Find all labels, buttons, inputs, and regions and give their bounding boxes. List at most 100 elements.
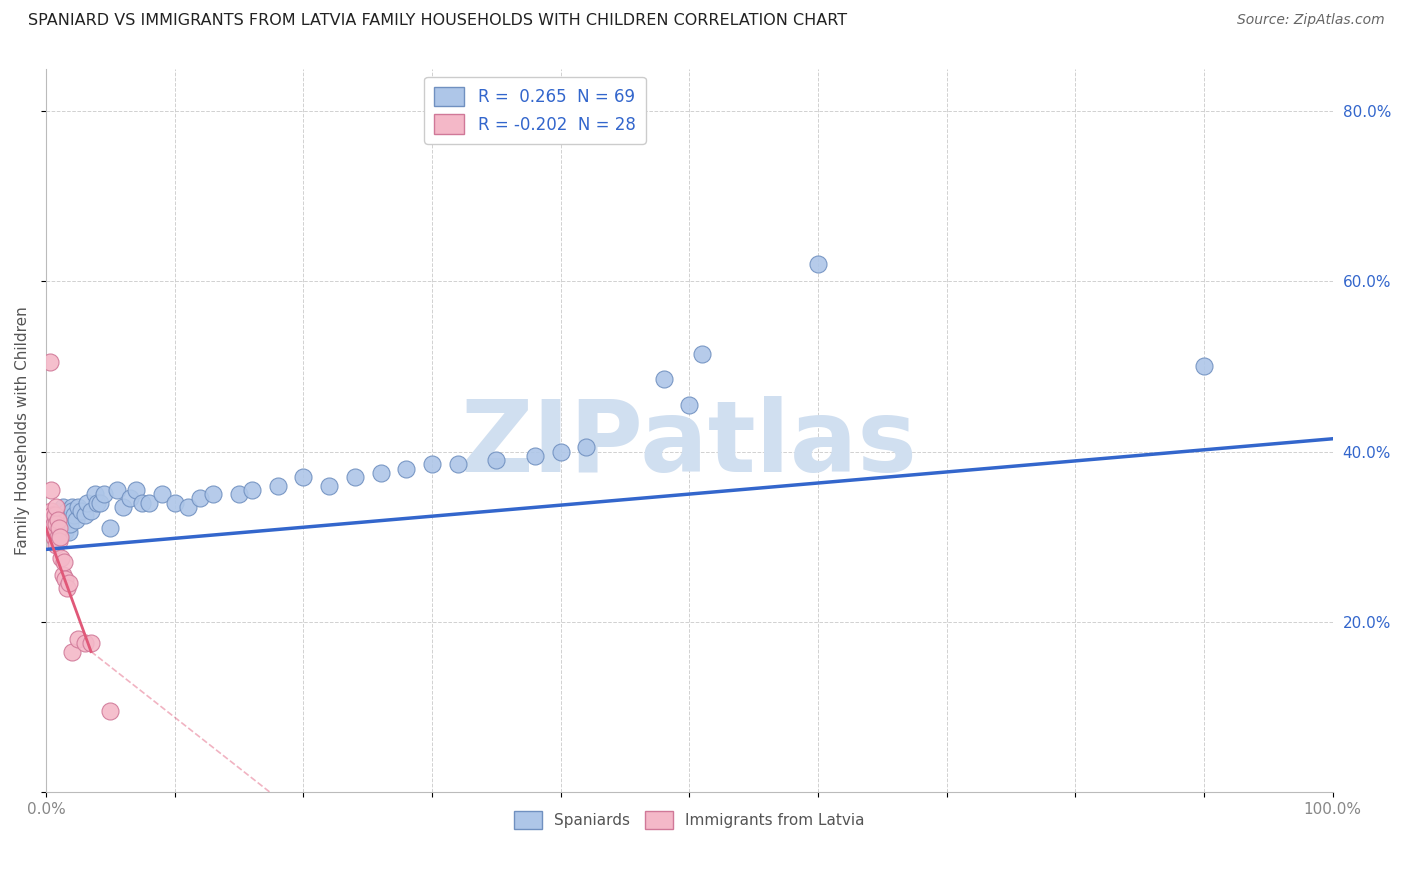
Point <box>86 495 108 509</box>
Point <box>52 508 75 523</box>
Point <box>42 516 65 531</box>
Point <box>39 483 62 497</box>
Point <box>69 504 91 518</box>
Point <box>83 487 105 501</box>
Point <box>58 525 80 540</box>
Point <box>98 521 121 535</box>
Point <box>53 516 76 531</box>
Point <box>44 508 66 523</box>
Point <box>60 644 83 658</box>
Point <box>240 483 263 497</box>
Point <box>41 508 63 523</box>
Point <box>42 530 65 544</box>
Point <box>65 513 87 527</box>
Point <box>395 461 418 475</box>
Text: ZIPatlas: ZIPatlas <box>461 396 918 493</box>
Point <box>48 521 70 535</box>
Point <box>45 521 67 535</box>
Point <box>55 504 77 518</box>
Point <box>46 525 69 540</box>
Point <box>51 550 73 565</box>
Point <box>118 491 141 506</box>
Point <box>38 355 60 369</box>
Point <box>138 495 160 509</box>
Point <box>58 576 80 591</box>
Point <box>55 581 77 595</box>
Point <box>46 513 69 527</box>
Point <box>67 632 90 646</box>
Point <box>41 516 63 531</box>
Point <box>45 516 67 531</box>
Point <box>49 513 72 527</box>
Point <box>53 513 76 527</box>
Text: Source: ZipAtlas.com: Source: ZipAtlas.com <box>1237 13 1385 28</box>
Point <box>53 555 76 569</box>
Point <box>98 704 121 718</box>
Point <box>112 500 135 514</box>
Point <box>125 483 148 497</box>
Point <box>370 466 392 480</box>
Point <box>131 495 153 509</box>
Point <box>523 449 546 463</box>
Point <box>73 636 96 650</box>
Point <box>58 508 80 523</box>
Point <box>60 500 83 514</box>
Point <box>690 346 713 360</box>
Point <box>420 457 443 471</box>
Point <box>45 500 67 514</box>
Point <box>447 457 470 471</box>
Point <box>318 478 340 492</box>
Point <box>44 508 66 523</box>
Point <box>163 495 186 509</box>
Point <box>45 533 67 548</box>
Point <box>89 495 111 509</box>
Point <box>63 508 86 523</box>
Point <box>42 513 65 527</box>
Point <box>49 525 72 540</box>
Point <box>550 444 572 458</box>
Point <box>176 500 198 514</box>
Point <box>150 487 173 501</box>
Point <box>202 487 225 501</box>
Point <box>41 521 63 535</box>
Point <box>44 530 66 544</box>
Point <box>575 440 598 454</box>
Point <box>53 525 76 540</box>
Point <box>46 530 69 544</box>
Point <box>53 572 76 586</box>
Point <box>76 495 98 509</box>
Point <box>46 513 69 527</box>
Point <box>80 504 103 518</box>
Point <box>228 487 250 501</box>
Text: SPANIARD VS IMMIGRANTS FROM LATVIA FAMILY HOUSEHOLDS WITH CHILDREN CORRELATION C: SPANIARD VS IMMIGRANTS FROM LATVIA FAMIL… <box>28 13 848 29</box>
Point <box>44 525 66 540</box>
Point <box>39 504 62 518</box>
Point <box>51 504 73 518</box>
Point <box>485 453 508 467</box>
Point <box>266 478 288 492</box>
Point <box>80 636 103 650</box>
Point <box>343 470 366 484</box>
Point <box>1192 359 1215 374</box>
Point <box>60 504 83 518</box>
Point <box>48 508 70 523</box>
Point <box>45 538 67 552</box>
Point <box>52 500 75 514</box>
Point <box>73 508 96 523</box>
Point <box>49 530 72 544</box>
Point <box>652 372 675 386</box>
Legend: Spaniards, Immigrants from Latvia: Spaniards, Immigrants from Latvia <box>508 805 870 835</box>
Point <box>67 500 90 514</box>
Y-axis label: Family Households with Children: Family Households with Children <box>15 306 30 555</box>
Point <box>190 491 212 506</box>
Point <box>105 483 128 497</box>
Point <box>51 521 73 535</box>
Point <box>59 516 82 531</box>
Point <box>93 487 115 501</box>
Point <box>48 504 70 518</box>
Point <box>292 470 315 484</box>
Point <box>48 516 70 531</box>
Point <box>678 398 700 412</box>
Point <box>52 568 75 582</box>
Point <box>807 257 830 271</box>
